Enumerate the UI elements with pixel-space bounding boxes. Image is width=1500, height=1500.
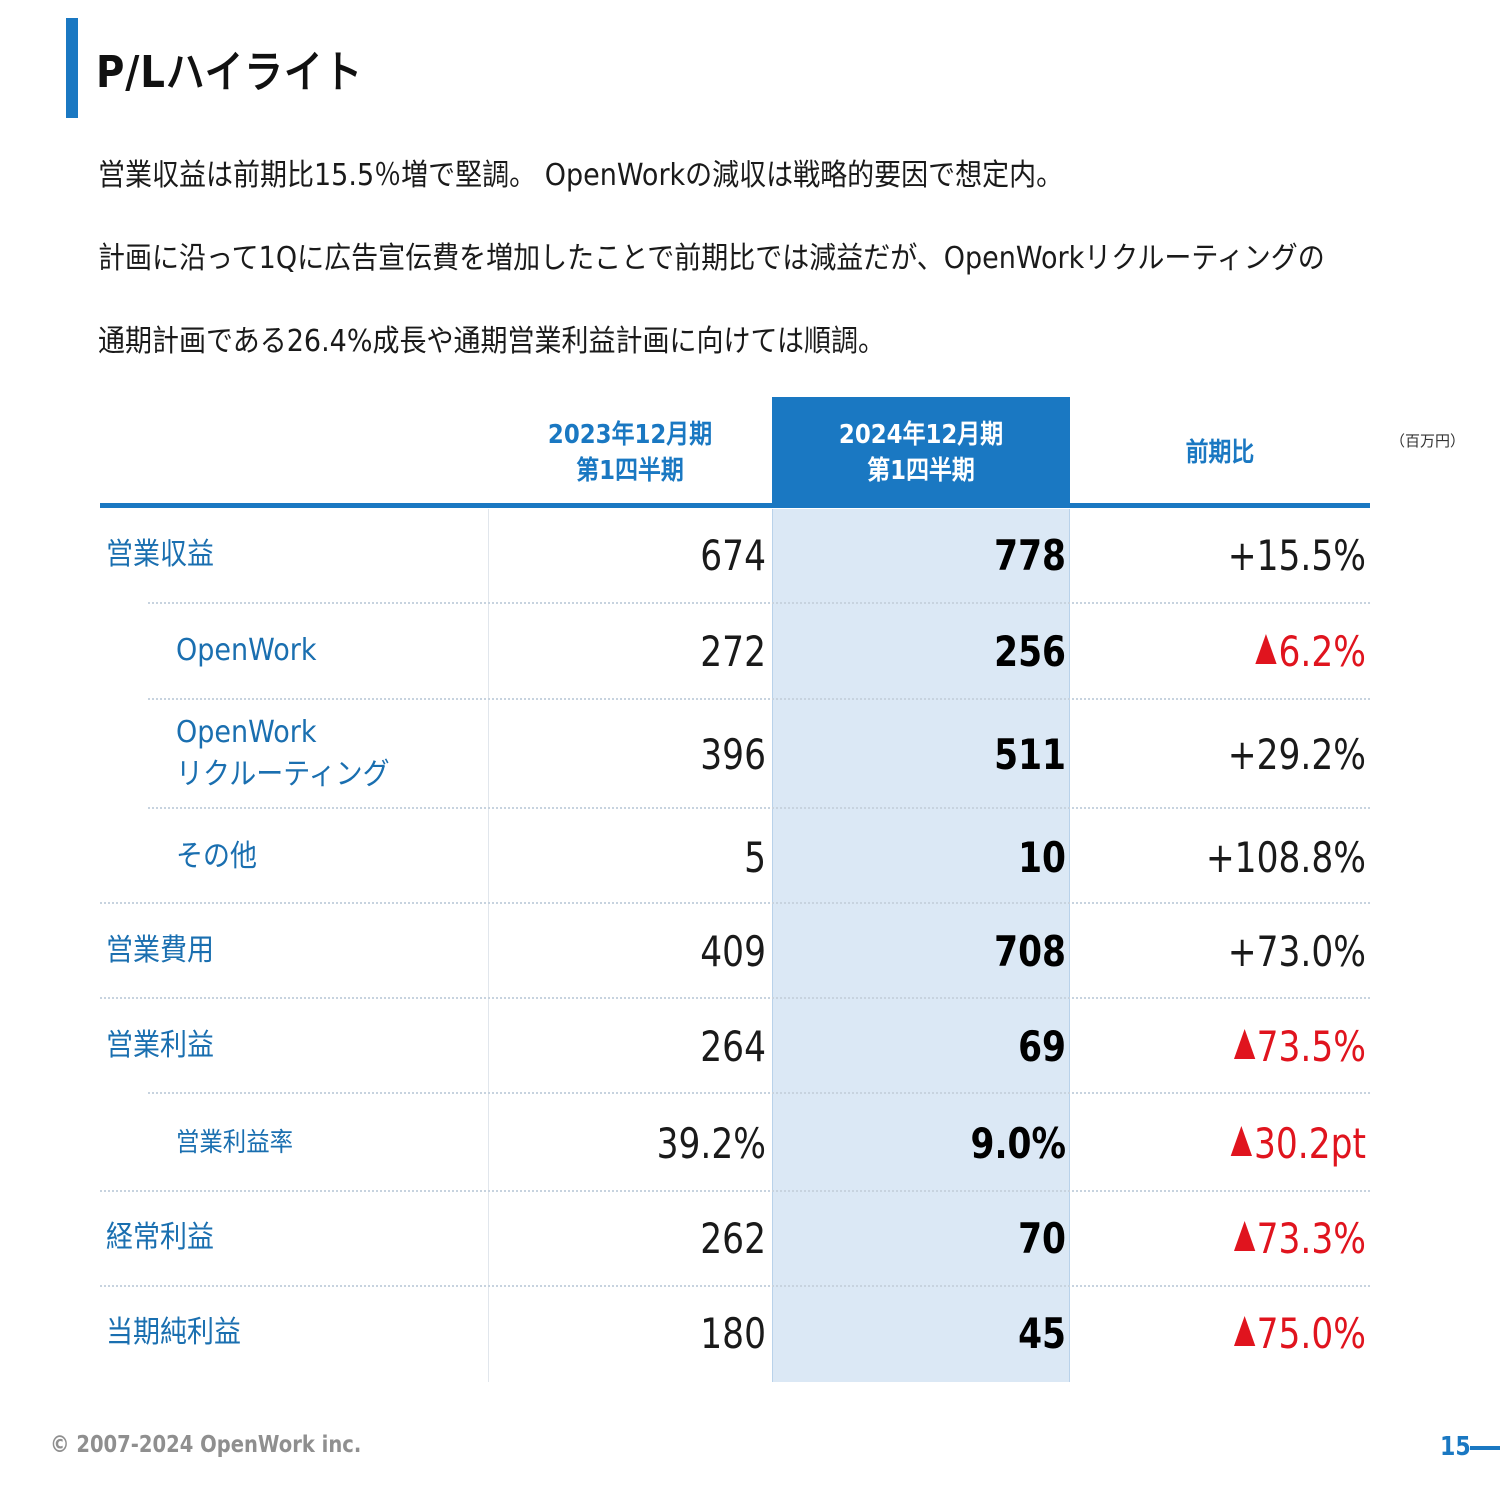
header-current-period-quarter: 第1四半期 bbox=[867, 456, 975, 486]
prev-period-value: 39.2% bbox=[656, 1118, 766, 1168]
row-divider bbox=[148, 698, 1370, 700]
table-row: 営業費用 409 708 +73.0% bbox=[100, 905, 1370, 997]
change-value: +29.2% bbox=[1123, 701, 1366, 807]
red-triangle-up-icon bbox=[1233, 1221, 1255, 1251]
change-value-text: 30.2pt bbox=[1253, 1118, 1366, 1168]
pl-table: 2023年12月期 第1四半期 2024年12月期 第1四半期 前期比 営業収益… bbox=[100, 397, 1370, 1382]
red-triangle-up-icon bbox=[1233, 1029, 1255, 1059]
change-value: +15.5% bbox=[1123, 509, 1366, 601]
table-row: 経常利益 262 70 73.3% bbox=[100, 1192, 1370, 1284]
change-value-text: 6.2% bbox=[1278, 626, 1366, 676]
row-divider bbox=[100, 1190, 1370, 1192]
change-value: 73.3% bbox=[1123, 1192, 1366, 1284]
current-period-header-background bbox=[772, 397, 1070, 505]
row-label: 営業利益 bbox=[106, 1000, 214, 1092]
row-label: OpenWork リクルーティング bbox=[176, 701, 390, 807]
row-label: 営業利益率 bbox=[176, 1095, 293, 1191]
table-row: OpenWork 272 256 6.2% bbox=[100, 605, 1370, 697]
page-number-bar bbox=[1470, 1446, 1500, 1450]
current-period-value: 256 bbox=[994, 626, 1066, 676]
header-current-period-year: 2024年12月期 bbox=[838, 420, 1004, 450]
row-label-line: 営業費用 bbox=[106, 933, 214, 968]
change-value-text: 73.3% bbox=[1256, 1213, 1366, 1263]
lead-line-1: 営業収益は前期比15.5％増で堅調。 OpenWorkの減収は戦略的要因で想定内… bbox=[98, 158, 1064, 193]
row-label: 営業収益 bbox=[106, 509, 214, 601]
lead-line-2: 計画に沿って1Qに広告宣伝費を増加したことで前期比では減益だが、OpenWork… bbox=[98, 241, 1325, 276]
title-accent-bar bbox=[66, 18, 78, 118]
change-value: +73.0% bbox=[1123, 905, 1366, 997]
prev-period-value: 180 bbox=[700, 1308, 766, 1358]
current-period-value: 10 bbox=[1018, 832, 1066, 882]
row-label: 経常利益 bbox=[106, 1192, 214, 1284]
row-divider bbox=[100, 1285, 1370, 1287]
row-label: 当期純利益 bbox=[106, 1287, 241, 1379]
header-current-period: 2024年12月期 第1四半期 bbox=[790, 407, 1052, 499]
current-period-value: 511 bbox=[994, 729, 1066, 779]
change-value-text: +108.8% bbox=[1205, 832, 1366, 882]
header-change: 前期比 bbox=[1185, 438, 1255, 468]
change-value-text: +15.5% bbox=[1227, 530, 1366, 580]
current-period-column-highlight bbox=[772, 509, 1070, 1382]
change-value: 75.0% bbox=[1123, 1287, 1366, 1379]
prev-period-value: 396 bbox=[700, 729, 766, 779]
row-label-line: 営業収益 bbox=[106, 537, 214, 572]
header-rule bbox=[100, 503, 1370, 508]
label-column-separator bbox=[488, 509, 489, 1382]
lead-line-3: 通期計画である26.4%成長や通期営業利益計画に向けては順調。 bbox=[98, 324, 885, 359]
table-row: その他 5 10 +108.8% bbox=[100, 811, 1370, 903]
prev-period-value: 5 bbox=[744, 832, 766, 882]
header-prev-period-quarter: 第1四半期 bbox=[576, 456, 684, 486]
row-divider bbox=[148, 1092, 1370, 1094]
row-label-line: 営業利益率 bbox=[176, 1128, 294, 1158]
row-label-line: リクルーティング bbox=[176, 757, 390, 792]
current-period-value: 45 bbox=[1018, 1308, 1066, 1358]
page-title: P/Lハイライト bbox=[96, 47, 364, 98]
row-label-line: その他 bbox=[176, 839, 257, 874]
current-period-value: 9.0% bbox=[970, 1118, 1066, 1168]
page-number: 15 bbox=[1440, 1432, 1471, 1462]
change-value-text: +29.2% bbox=[1227, 729, 1366, 779]
table-row: 営業利益 264 69 73.5% bbox=[100, 1000, 1370, 1092]
prev-period-value: 674 bbox=[700, 530, 766, 580]
row-label-line: 経常利益 bbox=[106, 1220, 214, 1255]
red-triangle-up-icon bbox=[1230, 1126, 1253, 1156]
prev-period-value: 409 bbox=[700, 926, 766, 976]
change-value-text: 73.5% bbox=[1256, 1021, 1366, 1071]
prev-period-value: 272 bbox=[700, 626, 766, 676]
red-triangle-up-icon bbox=[1255, 634, 1277, 664]
row-label: その他 bbox=[176, 811, 257, 903]
row-divider bbox=[148, 807, 1370, 809]
header-prev-period-year: 2023年12月期 bbox=[547, 420, 713, 450]
copyright: © 2007-2024 OpenWork inc. bbox=[50, 1432, 362, 1458]
current-period-value: 708 bbox=[994, 926, 1066, 976]
current-period-value: 778 bbox=[994, 530, 1066, 580]
table-row: 営業収益 674 778 +15.5% bbox=[100, 509, 1370, 601]
prev-period-value: 264 bbox=[700, 1021, 766, 1071]
unit-label: （百万円） bbox=[1390, 432, 1466, 450]
current-period-value: 69 bbox=[1018, 1021, 1066, 1071]
row-divider bbox=[100, 997, 1370, 999]
change-value: +108.8% bbox=[1123, 811, 1366, 903]
row-label: OpenWork bbox=[176, 605, 316, 697]
row-label-line: 当期純利益 bbox=[106, 1315, 241, 1350]
table-row: OpenWork リクルーティング 396 511 +29.2% bbox=[100, 701, 1370, 807]
row-divider bbox=[100, 902, 1370, 904]
red-triangle-up-icon bbox=[1233, 1316, 1255, 1346]
row-label-line: OpenWork bbox=[176, 715, 317, 750]
current-period-value: 70 bbox=[1018, 1213, 1066, 1263]
row-label-line: OpenWork bbox=[176, 633, 317, 668]
header-prev-period: 2023年12月期 第1四半期 bbox=[505, 407, 755, 499]
table-row: 営業利益率 39.2% 9.0% 30.2pt bbox=[100, 1095, 1370, 1191]
table-row: 当期純利益 180 45 75.0% bbox=[100, 1287, 1370, 1379]
change-value: 73.5% bbox=[1123, 1000, 1366, 1092]
change-value: 30.2pt bbox=[1123, 1095, 1366, 1191]
row-label-line: 営業利益 bbox=[106, 1028, 214, 1063]
change-value: 6.2% bbox=[1123, 605, 1366, 697]
row-label: 営業費用 bbox=[106, 905, 214, 997]
row-divider bbox=[148, 602, 1370, 604]
change-value-text: 75.0% bbox=[1256, 1308, 1366, 1358]
prev-period-value: 262 bbox=[700, 1213, 766, 1263]
change-value-text: +73.0% bbox=[1227, 926, 1366, 976]
